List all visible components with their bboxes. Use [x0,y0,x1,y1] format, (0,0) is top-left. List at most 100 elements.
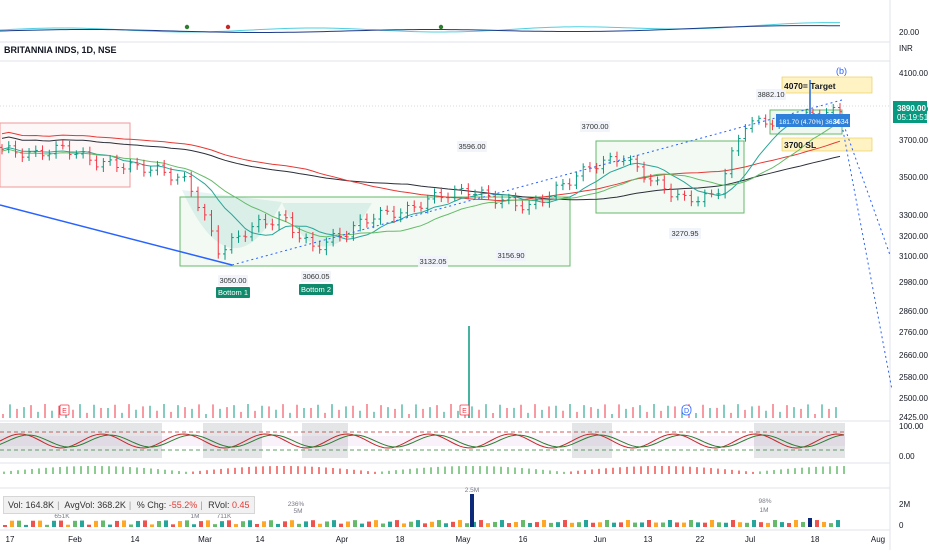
time-tick-label: Jun [594,535,607,544]
volume-bar [206,520,210,527]
price-tick-label: 2980.00 [899,278,928,287]
volume-pct-label: 98% [758,498,771,505]
time-tick-label: Mar [198,535,212,544]
volume-bar [66,524,70,527]
volume-bar [654,522,658,527]
bottom2-badge-bg [299,284,333,295]
volume-bar [45,524,49,527]
price-tick-label: 2425.00 [899,413,928,422]
volume-bar [787,522,791,527]
volume-bar [409,521,413,527]
volume-bar [31,520,35,527]
volume-bar [591,522,595,527]
volume-bar [192,524,196,527]
volume-bar [514,522,518,527]
volume-bar [549,522,553,527]
price-label-3270-bg [669,228,701,239]
volume-bar [339,523,343,527]
volume-bar [52,520,56,527]
osc-top-label: 100.00 [899,422,924,431]
price-tick-label: 2660.00 [899,351,928,360]
oscillator-pane [0,326,845,474]
stoch-d-line [0,434,845,448]
volume-bar [836,520,840,527]
volume-bar [122,520,126,527]
time-tick-label: 14 [131,535,140,544]
volume-bar [108,524,112,527]
volume-bar [584,520,588,527]
volume-bar [234,524,238,527]
volume-bar [59,520,63,527]
cup-fill-2 [282,203,372,247]
price-label-3060: 3060.05 [302,272,329,281]
volume-bar [556,522,560,527]
volume-bar [486,523,490,527]
volume-bar [283,521,287,527]
last-price-tag [893,101,927,123]
volume-bar [801,522,805,527]
consolidation-box-red [0,122,131,188]
volume-bar [101,520,105,527]
volume-bar [10,520,14,527]
position-box [776,114,850,127]
time-tick-label: 17 [6,535,15,544]
position-label: 181.70 (4.70%) 3634 [779,119,840,126]
candles [0,103,842,260]
volume-bar [388,521,392,527]
signal-dot [184,24,190,30]
annotation-labels: 3050.00 3060.05 3132.05 3156.90 3596.00 3700.… [54,66,847,520]
volume-bar [94,520,98,527]
sma-long-line [1,136,841,201]
moving-averages [1,114,841,240]
volume-bar [318,523,322,527]
avgvol-value: 368.2K [97,500,126,510]
time-axis: 17 Feb 14 Mar 14 Apr 18 May 16 Jun 13 22 Jul 18 Aug [6,535,886,544]
price-tick-label: 3700.00 [899,136,928,145]
volume-bar [346,521,350,527]
volume-bar [297,523,301,527]
volume-bar [164,520,168,527]
price-label-3700: 3700.00 [581,122,608,131]
bottom1-badge-bg [216,287,250,298]
volume-bar-peak [470,494,474,527]
volume-bar [780,522,784,527]
volume-bar [73,520,77,527]
earnings-marker-label: E [62,408,67,415]
earnings-marker [59,404,70,416]
volume-bar [241,521,245,527]
ascending-dotted-trendline [231,99,843,266]
volume-pane [3,494,840,527]
volume-bar [381,523,385,527]
price-tick-label: 2860.00 [899,307,928,316]
volume-pct-label: 236% [288,501,305,508]
volume-pct-label: 1M [190,513,199,520]
osc-mid-band [0,436,845,446]
volume-pct-label: 5M [293,508,302,515]
volume-bar [290,520,294,527]
volume-bar [626,520,630,527]
price-tick-label: 2500.00 [899,394,928,403]
time-tick-label: Feb [68,535,82,544]
price-label-3156: 3156.90 [497,251,524,260]
symbol-name: BRITANNIA INDS [4,45,77,55]
ema-fast-line [1,114,841,240]
time-tick-label: 18 [396,535,405,544]
volume-bar [528,522,532,527]
volume-legend[interactable]: Vol: 164.8K | AvgVol: 368.2K | % Chg: -55.… [3,496,255,514]
volume-bar [710,520,714,527]
volume-bar [535,522,539,527]
osc-zone [120,423,162,458]
volume-bar [3,525,7,527]
interval-label: 1D [81,45,94,55]
volume-bar [255,523,259,527]
volume-bar [248,520,252,527]
volume-bar [493,521,497,527]
volume-bar [451,521,455,527]
time-tick-label: 14 [256,535,265,544]
volume-bar [815,520,819,527]
volume-bar [703,522,707,527]
legend-sep: | [128,500,132,510]
volume-bar [640,522,644,527]
